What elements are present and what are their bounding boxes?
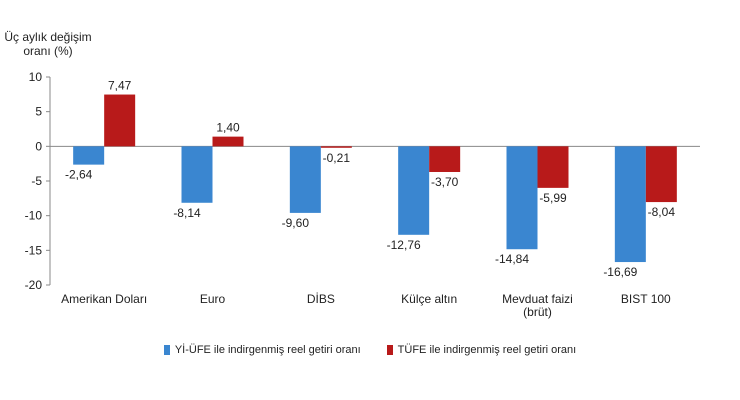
data-label-s1-c5: -8,04 (648, 205, 676, 219)
bar-s0-c0 (73, 146, 105, 165)
y-tick-label-2: 0 (35, 139, 42, 153)
bar-s0-c2 (289, 146, 321, 213)
category-label-3: Külçe altın (401, 292, 457, 306)
y-axis-label-line-1: Üç aylık değişim (4, 30, 92, 44)
bar-chart: 10 5 0 -5 -10 -15 -20 -2,64 7,47 Amerikan Doları -… (25, 70, 700, 319)
legend-label-tufe: TÜFE ile indirgenmiş reel getiri oranı (397, 344, 577, 356)
category-label-4: Mevduat faizi (502, 292, 573, 306)
y-tick-label-0: 10 (29, 70, 43, 84)
data-label-s1-c0: 7,47 (108, 79, 132, 93)
y-axis-label: Üç aylık değişim oranı (%) (0, 30, 96, 58)
category-label-4-line-1: (brüt) (523, 305, 552, 319)
bar-s1-c4 (537, 146, 569, 188)
legend-swatch-tufe (386, 345, 393, 355)
data-label-s1-c1: 1,40 (216, 121, 240, 135)
legend-label-yi-ufe: Yİ-ÜFE ile indirgenmiş reel getiri oranı (174, 344, 361, 356)
y-tick-label-3: -5 (31, 174, 42, 188)
category-label-2: DİBS (307, 292, 335, 306)
legend-item-yi-ufe: Yİ-ÜFE ile indirgenmiş reel getiri oranı (163, 344, 361, 356)
data-label-s1-c2: -0,21 (323, 151, 351, 165)
data-label-s0-c0: -2,64 (65, 168, 93, 182)
y-tick-label-1: 5 (35, 105, 42, 119)
data-label-s1-c4: -5,99 (539, 191, 567, 205)
bar-s1-c2 (320, 146, 352, 148)
legend-swatch-yi-ufe (163, 345, 170, 355)
y-tick-label-6: -20 (25, 278, 43, 292)
bar-s1-c1 (212, 136, 244, 147)
data-label-s1-c3: -3,70 (431, 175, 459, 189)
y-tick-label-4: -10 (25, 209, 43, 223)
data-label-s0-c5: -16,69 (603, 265, 637, 279)
data-label-s0-c1: -8,14 (173, 206, 201, 220)
bar-s0-c1 (181, 146, 213, 203)
category-label-0: Amerikan Doları (61, 292, 147, 306)
bar-s0-c5 (614, 146, 646, 263)
bar-s1-c0 (104, 94, 136, 147)
category-label-1: Euro (200, 292, 226, 306)
legend-item-tufe: TÜFE ile indirgenmiş reel getiri oranı (386, 344, 577, 356)
y-axis-label-line-2: oranı (%) (23, 44, 73, 58)
category-label-5: BIST 100 (621, 292, 671, 306)
bar-s0-c3 (398, 146, 430, 235)
bar-s1-c3 (429, 146, 461, 172)
bar-s1-c5 (645, 146, 677, 203)
data-label-s0-c2: -9,60 (282, 216, 310, 230)
data-label-s0-c4: -14,84 (495, 252, 529, 266)
data-label-s0-c3: -12,76 (387, 238, 421, 252)
chart-legend: Yİ-ÜFE ile indirgenmiş reel getiri oranı… (0, 344, 740, 356)
y-tick-label-5: -15 (25, 243, 43, 257)
bar-s0-c4 (506, 146, 538, 250)
